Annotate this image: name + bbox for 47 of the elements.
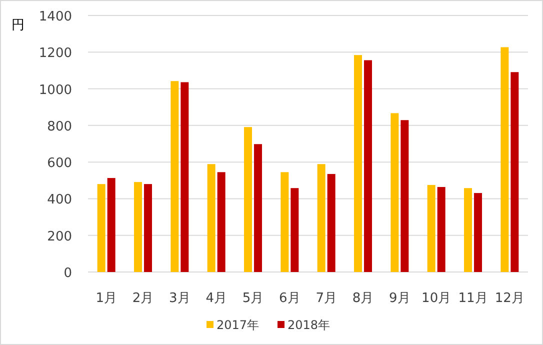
bar <box>390 113 399 272</box>
y-tick-label: 1400 <box>38 10 72 24</box>
bar <box>474 193 482 272</box>
legend-label: 2018年 <box>288 318 330 332</box>
bar <box>327 174 336 272</box>
bar <box>107 178 116 272</box>
y-tick-label: 600 <box>47 156 72 172</box>
x-tick-label: 9月 <box>389 291 410 306</box>
bar <box>500 47 509 272</box>
bar <box>510 72 519 272</box>
legend-label: 2017年 <box>216 318 260 332</box>
x-tick-label: 2月 <box>132 291 154 306</box>
x-tick-label: 11月 <box>458 291 488 306</box>
bar <box>317 164 326 272</box>
y-tick-label: 1000 <box>38 82 72 98</box>
bar <box>217 172 226 272</box>
bar <box>290 188 299 272</box>
bar <box>207 164 216 272</box>
bar <box>97 184 106 272</box>
bar <box>427 184 436 272</box>
x-tick-label: 6月 <box>279 291 300 306</box>
x-tick-label: 5月 <box>242 291 264 306</box>
x-tick-label: 12月 <box>494 291 524 306</box>
bar <box>180 82 189 272</box>
bar <box>464 188 472 272</box>
y-tick-label: 200 <box>47 229 72 244</box>
y-tick-label: 1200 <box>38 46 72 62</box>
x-tick-label: 4月 <box>206 291 227 306</box>
bar <box>244 127 252 272</box>
x-tick-label: 8月 <box>352 291 374 306</box>
x-tick-label: 7月 <box>316 291 337 306</box>
bar <box>280 172 289 272</box>
y-tick-label: 800 <box>47 119 72 134</box>
x-tick-label: 10月 <box>422 291 452 306</box>
bar <box>144 184 152 272</box>
bar <box>400 120 409 272</box>
bar <box>170 81 179 272</box>
y-axis-title: 円 <box>12 18 24 33</box>
x-tick-label: 1月 <box>96 291 117 306</box>
x-tick-label: 3月 <box>169 291 190 306</box>
bar <box>364 60 372 272</box>
bar <box>354 55 362 272</box>
bar <box>134 182 142 272</box>
bar <box>254 144 262 272</box>
y-tick-label: 400 <box>47 192 72 208</box>
bar <box>437 186 446 272</box>
y-tick-label: 0 <box>64 266 72 281</box>
